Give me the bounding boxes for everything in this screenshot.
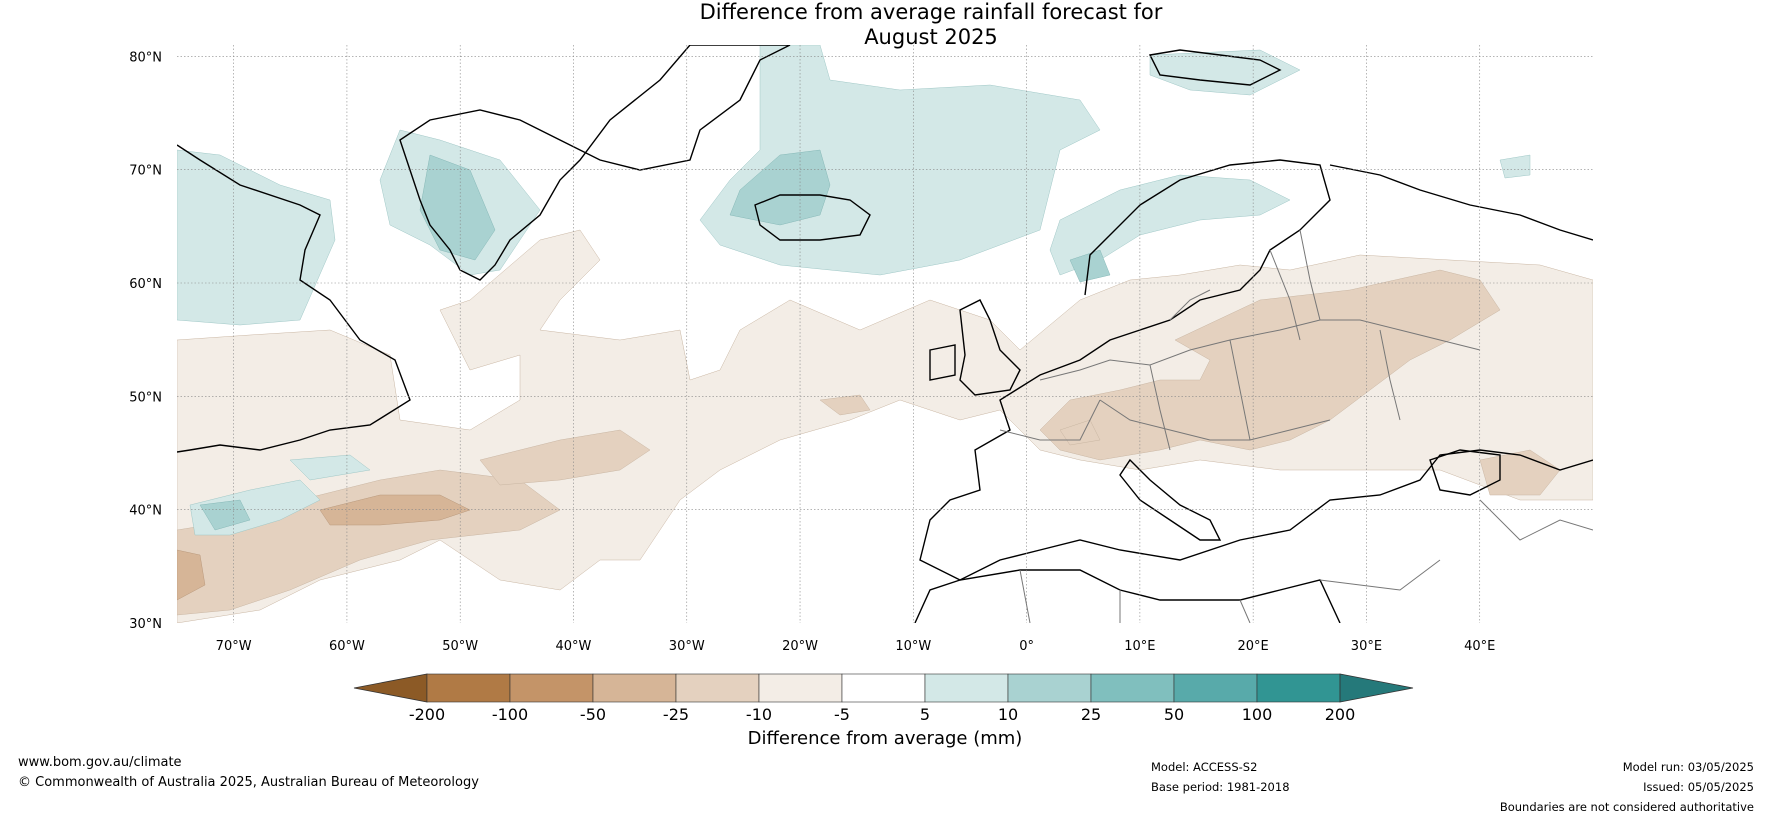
- dry-strong-areas: [177, 494, 471, 601]
- title-line-2: August 2025: [864, 25, 998, 49]
- legend-tick: 5: [920, 705, 930, 724]
- wet-mid-areas: [199, 149, 1111, 531]
- wet-mid-region-iceland: [729, 149, 831, 226]
- lat-label-30n: 30°N: [129, 617, 162, 632]
- dry-mid-areas: [177, 269, 1561, 616]
- europe-borders: [999, 229, 1481, 451]
- legend-tick-labels: -200 -100 -50 -25 -10 -5 5 10 25 50 100 …: [409, 705, 1355, 724]
- legend-swatch: [592, 673, 677, 703]
- legend-tick: 10: [998, 705, 1018, 724]
- lon-label-0: 0°: [1019, 639, 1034, 654]
- lon-label-40w: 40°W: [556, 639, 592, 654]
- lon-label-30w: 30°W: [669, 639, 705, 654]
- legend-tick: -50: [580, 705, 606, 724]
- wet-light-region-norway: [1049, 174, 1291, 276]
- legend-swatch: [841, 673, 926, 703]
- footer-disclaimer: Boundaries are not considered authoritat…: [1499, 800, 1754, 814]
- africa-middle-east-borders: [1019, 499, 1593, 623]
- lon-label-60w: 60°W: [329, 639, 365, 654]
- lat-label-70n: 70°N: [129, 164, 162, 179]
- lon-label-50w: 50°W: [442, 639, 478, 654]
- legend-swatch: [509, 673, 594, 703]
- footer-left: www.bom.gov.au/climate © Commonwealth of…: [18, 755, 479, 795]
- legend-swatch: [1007, 673, 1092, 703]
- legend-tick: -25: [663, 705, 689, 724]
- legend-tick: 100: [1242, 705, 1273, 724]
- lon-label-70w: 70°W: [216, 639, 252, 654]
- wet-light-region-patch: [289, 454, 371, 481]
- legend-label: Difference from average (mm): [748, 728, 1023, 749]
- wet-light-region-labrador: [177, 149, 336, 326]
- lon-label-20w: 20°W: [782, 639, 818, 654]
- footer-copyright: © Commonwealth of Australia 2025, Austra…: [18, 775, 479, 790]
- dry-strong-region-2: [177, 549, 206, 601]
- legend-swatches: [353, 673, 1414, 703]
- svalbard-coast: [1148, 49, 1282, 86]
- wet-mid-region-greenland: [419, 154, 496, 261]
- longitude-labels: 70°W 60°W 50°W 40°W 30°W 20°W 10°W 0° 10…: [216, 639, 1496, 654]
- wet-mid-region-norway: [1069, 249, 1111, 283]
- legend-tick: 200: [1325, 705, 1356, 724]
- british-isles-coast: [929, 299, 1021, 396]
- italy-coast: [1119, 458, 1222, 541]
- north-america-coast: [177, 144, 411, 453]
- footer-base-period: Base period: 1981-2018: [1151, 780, 1290, 794]
- legend-extend-low: [353, 673, 428, 703]
- lon-label-20e: 20°E: [1238, 639, 1269, 654]
- wet-light-patch: [1499, 154, 1531, 179]
- footer-model: Model: ACCESS-S2: [1151, 760, 1258, 774]
- lat-label-40n: 40°N: [129, 504, 162, 519]
- footer-model-run: Model run: 03/05/2025: [1622, 760, 1754, 774]
- latitude-labels: 80°N 70°N 60°N 50°N 40°N 30°N: [129, 50, 162, 632]
- title-line-1: Difference from average rainfall forecas…: [699, 0, 1163, 24]
- footer-model-info: Model: ACCESS-S2 Base period: 1981-2018: [1151, 757, 1290, 797]
- legend-swatch: [1090, 673, 1175, 703]
- country-borders: [999, 229, 1593, 623]
- lat-label-80n: 80°N: [129, 50, 162, 65]
- legend-tick: 25: [1081, 705, 1101, 724]
- legend-swatch: [758, 673, 843, 703]
- legend-colorbar: -200 -100 -50 -25 -10 -5 5 10 25 50 100 …: [353, 673, 1414, 749]
- black-sea-coast: [1429, 449, 1501, 496]
- legend-swatch: [675, 673, 760, 703]
- wet-light-region-iceland: [699, 45, 1101, 276]
- legend-swatch: [426, 673, 511, 703]
- legend-tick: -5: [834, 705, 850, 724]
- lon-label-10e: 10°E: [1124, 639, 1155, 654]
- legend-tick: -10: [746, 705, 772, 724]
- lat-label-50n: 50°N: [129, 390, 162, 405]
- lon-label-30e: 30°E: [1351, 639, 1382, 654]
- footer-url[interactable]: www.bom.gov.au/climate: [18, 755, 182, 770]
- gridlines: [177, 45, 1593, 623]
- legend-swatch: [1256, 673, 1341, 703]
- dry-mid-region-central-atlantic: [479, 429, 651, 486]
- europe-coast: [919, 159, 1593, 581]
- arctic-russia-coast: [1329, 164, 1593, 241]
- dry-mid-region-east-europe: [1039, 269, 1501, 461]
- north-africa-coast: [914, 569, 1341, 623]
- wet-mid-region-nova-scotia: [199, 499, 251, 531]
- legend-extend-high: [1339, 673, 1414, 703]
- lat-label-60n: 60°N: [129, 277, 162, 292]
- lon-label-40e: 40°E: [1464, 639, 1495, 654]
- legend-tick: -100: [492, 705, 528, 724]
- dry-strong-region: [319, 494, 471, 526]
- iceland-coast: [754, 194, 871, 241]
- legend-tick: -200: [409, 705, 445, 724]
- dry-mid-patch: [819, 394, 871, 416]
- wet-light-region-svalbard: [1149, 49, 1301, 96]
- lon-label-10w: 10°W: [895, 639, 931, 654]
- map-title: Difference from average rainfall forecas…: [0, 0, 1770, 50]
- footer-issued: Issued: 05/05/2025: [1643, 780, 1754, 794]
- legend-swatch: [1173, 673, 1258, 703]
- legend-tick: 50: [1164, 705, 1184, 724]
- legend-swatch: [924, 673, 1009, 703]
- footer-run-info: Model run: 03/05/2025 Issued: 05/05/2025…: [1500, 757, 1754, 817]
